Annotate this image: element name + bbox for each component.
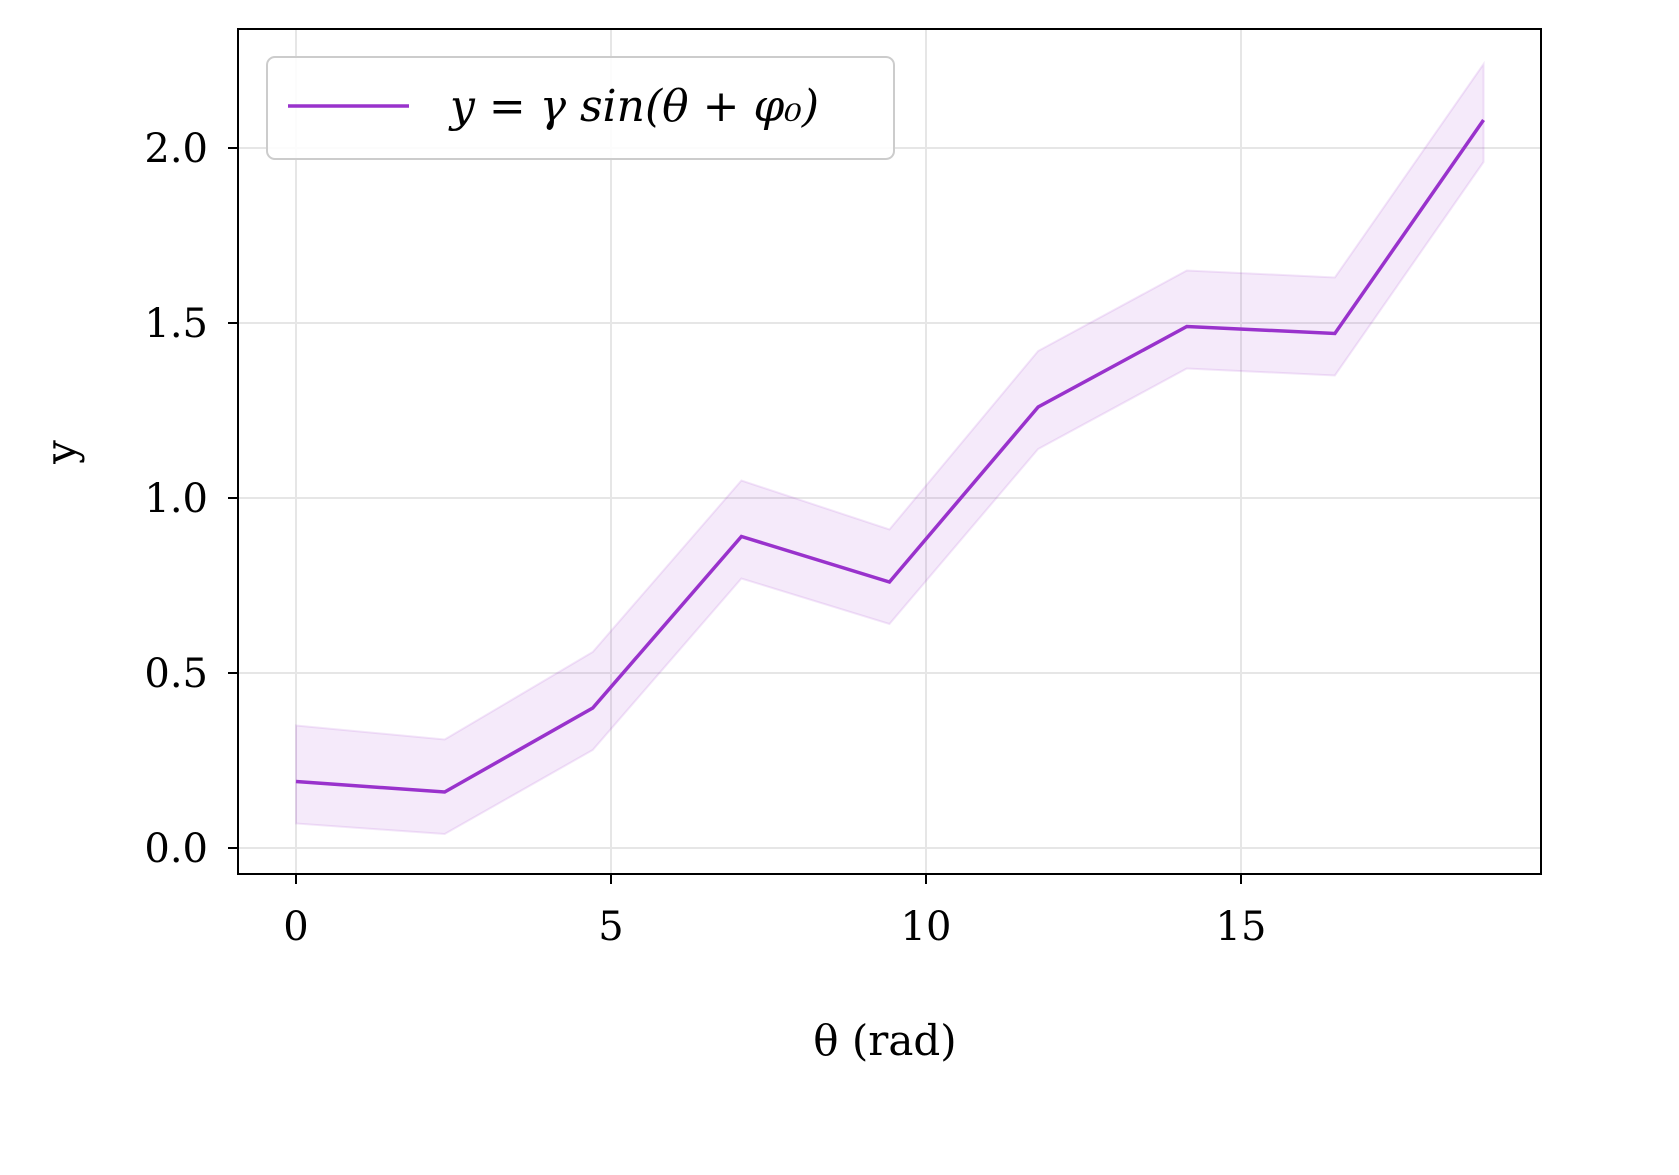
plot-frame [237,28,1542,875]
legend: y = γ sin(θ + φ₀) [266,56,895,160]
svg-text:1.5: 1.5 [144,301,208,347]
x-axis-label: θ (rad) [813,1016,956,1065]
y-axis-label: y [36,440,85,465]
svg-text:0.0: 0.0 [144,826,208,872]
svg-text:2.0: 2.0 [144,126,208,172]
svg-text:5: 5 [598,904,623,950]
confidence-band [295,60,1485,836]
svg-text:1.0: 1.0 [144,476,208,522]
legend-label: y = γ sin(θ + φ₀) [448,81,819,132]
y-axis-ticks: 0.0 0.5 1.0 1.5 2.0 [144,126,238,872]
svg-text:0: 0 [283,904,308,950]
legend-box [266,56,895,160]
svg-text:10: 10 [901,904,952,950]
x-axis-ticks: 0 5 10 15 [283,874,1266,950]
svg-text:15: 15 [1216,904,1267,950]
data-line [295,118,1485,794]
svg-text:0.5: 0.5 [144,651,208,697]
